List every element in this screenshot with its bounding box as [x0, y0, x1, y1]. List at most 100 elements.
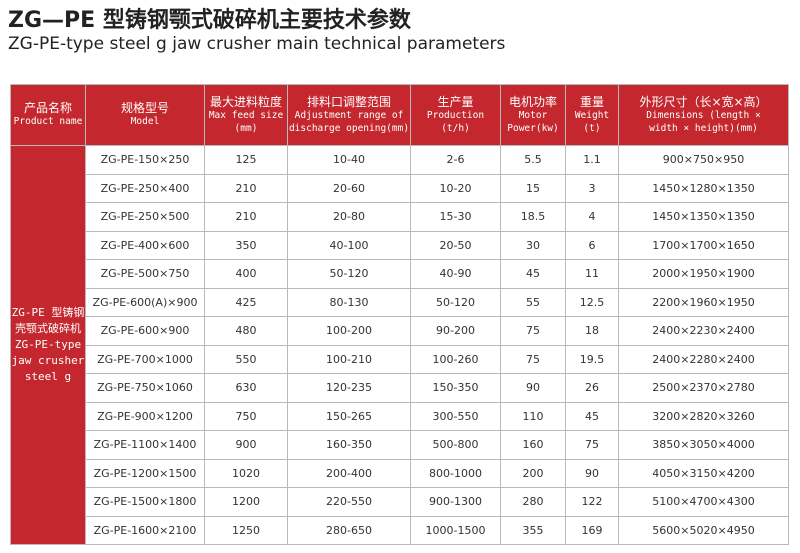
table-cell: 50-120: [410, 287, 501, 317]
table-cell: 1700×1700×1650: [618, 230, 789, 260]
table-cell: 5100×4700×4300: [618, 487, 789, 517]
table-cell: 45: [565, 401, 619, 431]
table-cell: 19.5: [565, 344, 619, 374]
page-title: ZG—PE 型铸钢颚式破碎机主要技术参数: [8, 8, 411, 33]
table-cell: 2000×1950×1900: [618, 259, 789, 289]
column-header: 最大进料粒度 Max feed size (mm): [204, 84, 288, 146]
header-line: 外形尺寸（长×宽×高）: [639, 94, 768, 109]
table-cell: 169: [565, 515, 619, 545]
table-cell: 55: [500, 287, 566, 317]
table-row: ZG-PE-1500×1800 1200 220-550 900-1300 280 122…: [11, 487, 789, 517]
table-cell: 75: [500, 344, 566, 374]
table-cell: 12.5: [565, 287, 619, 317]
table-cell: ZG-PE-700×1000: [85, 344, 205, 374]
table-cell: 110: [500, 401, 566, 431]
table-cell: ZG-PE-1600×2100: [85, 515, 205, 545]
table-row: ZG-PE-400×600 350 40-100 20-50 30 6 1700×1700×…: [11, 230, 789, 260]
product-name-cell: ZG-PE 型铸钢 壳颚式破碎机 ZG-PE-type jaw crusher stee…: [10, 145, 86, 545]
table-cell: 2400×2280×2400: [618, 344, 789, 374]
table-cell: 100-210: [287, 344, 411, 374]
table-cell: 80-130: [287, 287, 411, 317]
table-cell: 45: [500, 259, 566, 289]
table-cell: 18: [565, 316, 619, 346]
column-header: 重量 Weight (t): [565, 84, 619, 146]
column-header: 外形尺寸（长×宽×高） Dimensions (length × width × h…: [618, 84, 789, 146]
header-row: 产品名称 Product name 规格型号 Model 最大进料粒度 Max feed …: [10, 84, 789, 146]
table-cell: 900-1300: [410, 487, 501, 517]
table-cell: 800-1000: [410, 458, 501, 488]
table-cell: 30: [500, 230, 566, 260]
table-cell: 100-200: [287, 316, 411, 346]
table-cell: 280-650: [287, 515, 411, 545]
header-line: (t): [583, 122, 601, 134]
table-cell: 200: [500, 458, 566, 488]
header-line: 电机功率: [508, 94, 557, 109]
header-line: Dimensions (length ×: [646, 109, 761, 121]
table-cell: 125: [204, 145, 288, 175]
header-line: 生产量: [437, 94, 474, 109]
product-line: jaw crusher: [11, 354, 85, 367]
table-cell: 2500×2370×2780: [618, 373, 789, 403]
table-cell: 210: [204, 173, 288, 203]
header-line: Product name: [13, 116, 83, 127]
header-line: 规格型号: [120, 101, 169, 115]
table-row: ZG-PE-1100×1400 900 160-350 500-800 160 75 385…: [11, 430, 789, 460]
table-cell: 15: [500, 173, 566, 203]
table-cell: 2200×1960×1950: [618, 287, 789, 317]
table-cell: 1.1: [565, 145, 619, 175]
table-row: ZG-PE 型铸钢 壳颚式破碎机 ZG-PE-type jaw crusher stee…: [10, 145, 789, 545]
table-cell: 120-235: [287, 373, 411, 403]
header-line: Production: [426, 109, 485, 121]
table-row: ZG-PE-1600×2100 1250 280-650 1000-1500 355 16…: [11, 515, 789, 545]
table-cell: 350: [204, 230, 288, 260]
table-cell: ZG-PE-400×600: [85, 230, 205, 260]
table-cell: 1020: [204, 458, 288, 488]
table-cell: 20-60: [287, 173, 411, 203]
table-row: ZG-PE-250×400 210 20-60 10-20 15 3 1450×1280×1…: [11, 173, 789, 203]
table-row: ZG-PE-600×900 480 100-200 90-200 75 18 2400×22…: [11, 316, 789, 346]
table-cell: ZG-PE-150×250: [85, 145, 205, 175]
table-cell: 150-350: [410, 373, 501, 403]
table-cell: 355: [500, 515, 566, 545]
table-row: ZG-PE-600(A)×900 425 80-130 50-120 55 12.5 220…: [11, 287, 789, 317]
table-cell: 1450×1280×1350: [618, 173, 789, 203]
table-cell: ZG-PE-250×500: [85, 202, 205, 232]
table-cell: ZG-PE-250×400: [85, 173, 205, 203]
table-cell: 480: [204, 316, 288, 346]
table-cell: 630: [204, 373, 288, 403]
column-header: 生产量 Production (t/h): [410, 84, 501, 146]
table-row: ZG-PE-1200×1500 1020 200-400 800-1000 200 90 4…: [11, 458, 789, 488]
header-line: width × height)(mm): [649, 122, 758, 134]
column-header: 规格型号 Model: [85, 84, 205, 146]
header-line: Weight: [574, 109, 610, 121]
table-cell: 500-800: [410, 430, 501, 460]
product-line: ZG-PE-type: [14, 338, 82, 351]
table-cell: 210: [204, 202, 288, 232]
table-cell: 2400×2230×2400: [618, 316, 789, 346]
table-cell: ZG-PE-600×900: [85, 316, 205, 346]
header-line: 产品名称: [23, 101, 72, 115]
table-cell: 18.5: [500, 202, 566, 232]
header-line: 重量: [579, 94, 604, 109]
table-cell: 1000-1500: [410, 515, 501, 545]
header-line: Motor: [518, 109, 548, 121]
table-cell: 1450×1350×1350: [618, 202, 789, 232]
table-row: ZG-PE-250×500 210 20-80 15-30 18.5 4 1450×1350…: [11, 202, 789, 232]
header-line: Adjustment range of: [294, 109, 404, 121]
header-line: 排料口调整范围: [306, 94, 391, 109]
column-header: 排料口调整范围 Adjustment range of discharge open…: [287, 84, 411, 146]
table-row: ZG-PE-750×1060 630 120-235 150-350 90 26 2500×…: [11, 373, 789, 403]
table-cell: ZG-PE-1200×1500: [85, 458, 205, 488]
table-cell: 1250: [204, 515, 288, 545]
table-cell: ZG-PE-1500×1800: [85, 487, 205, 517]
product-line: ZG-PE 型铸钢: [11, 306, 85, 319]
table-cell: 5600×5020×4950: [618, 515, 789, 545]
table-cell: 400: [204, 259, 288, 289]
table-cell: ZG-PE-900×1200: [85, 401, 205, 431]
table-cell: 280: [500, 487, 566, 517]
table-cell: 200-400: [287, 458, 411, 488]
spec-table: 产品名称 Product name 规格型号 Model 最大进料粒度 Max feed …: [10, 84, 789, 545]
table-cell: 220-550: [287, 487, 411, 517]
table-cell: 6: [565, 230, 619, 260]
